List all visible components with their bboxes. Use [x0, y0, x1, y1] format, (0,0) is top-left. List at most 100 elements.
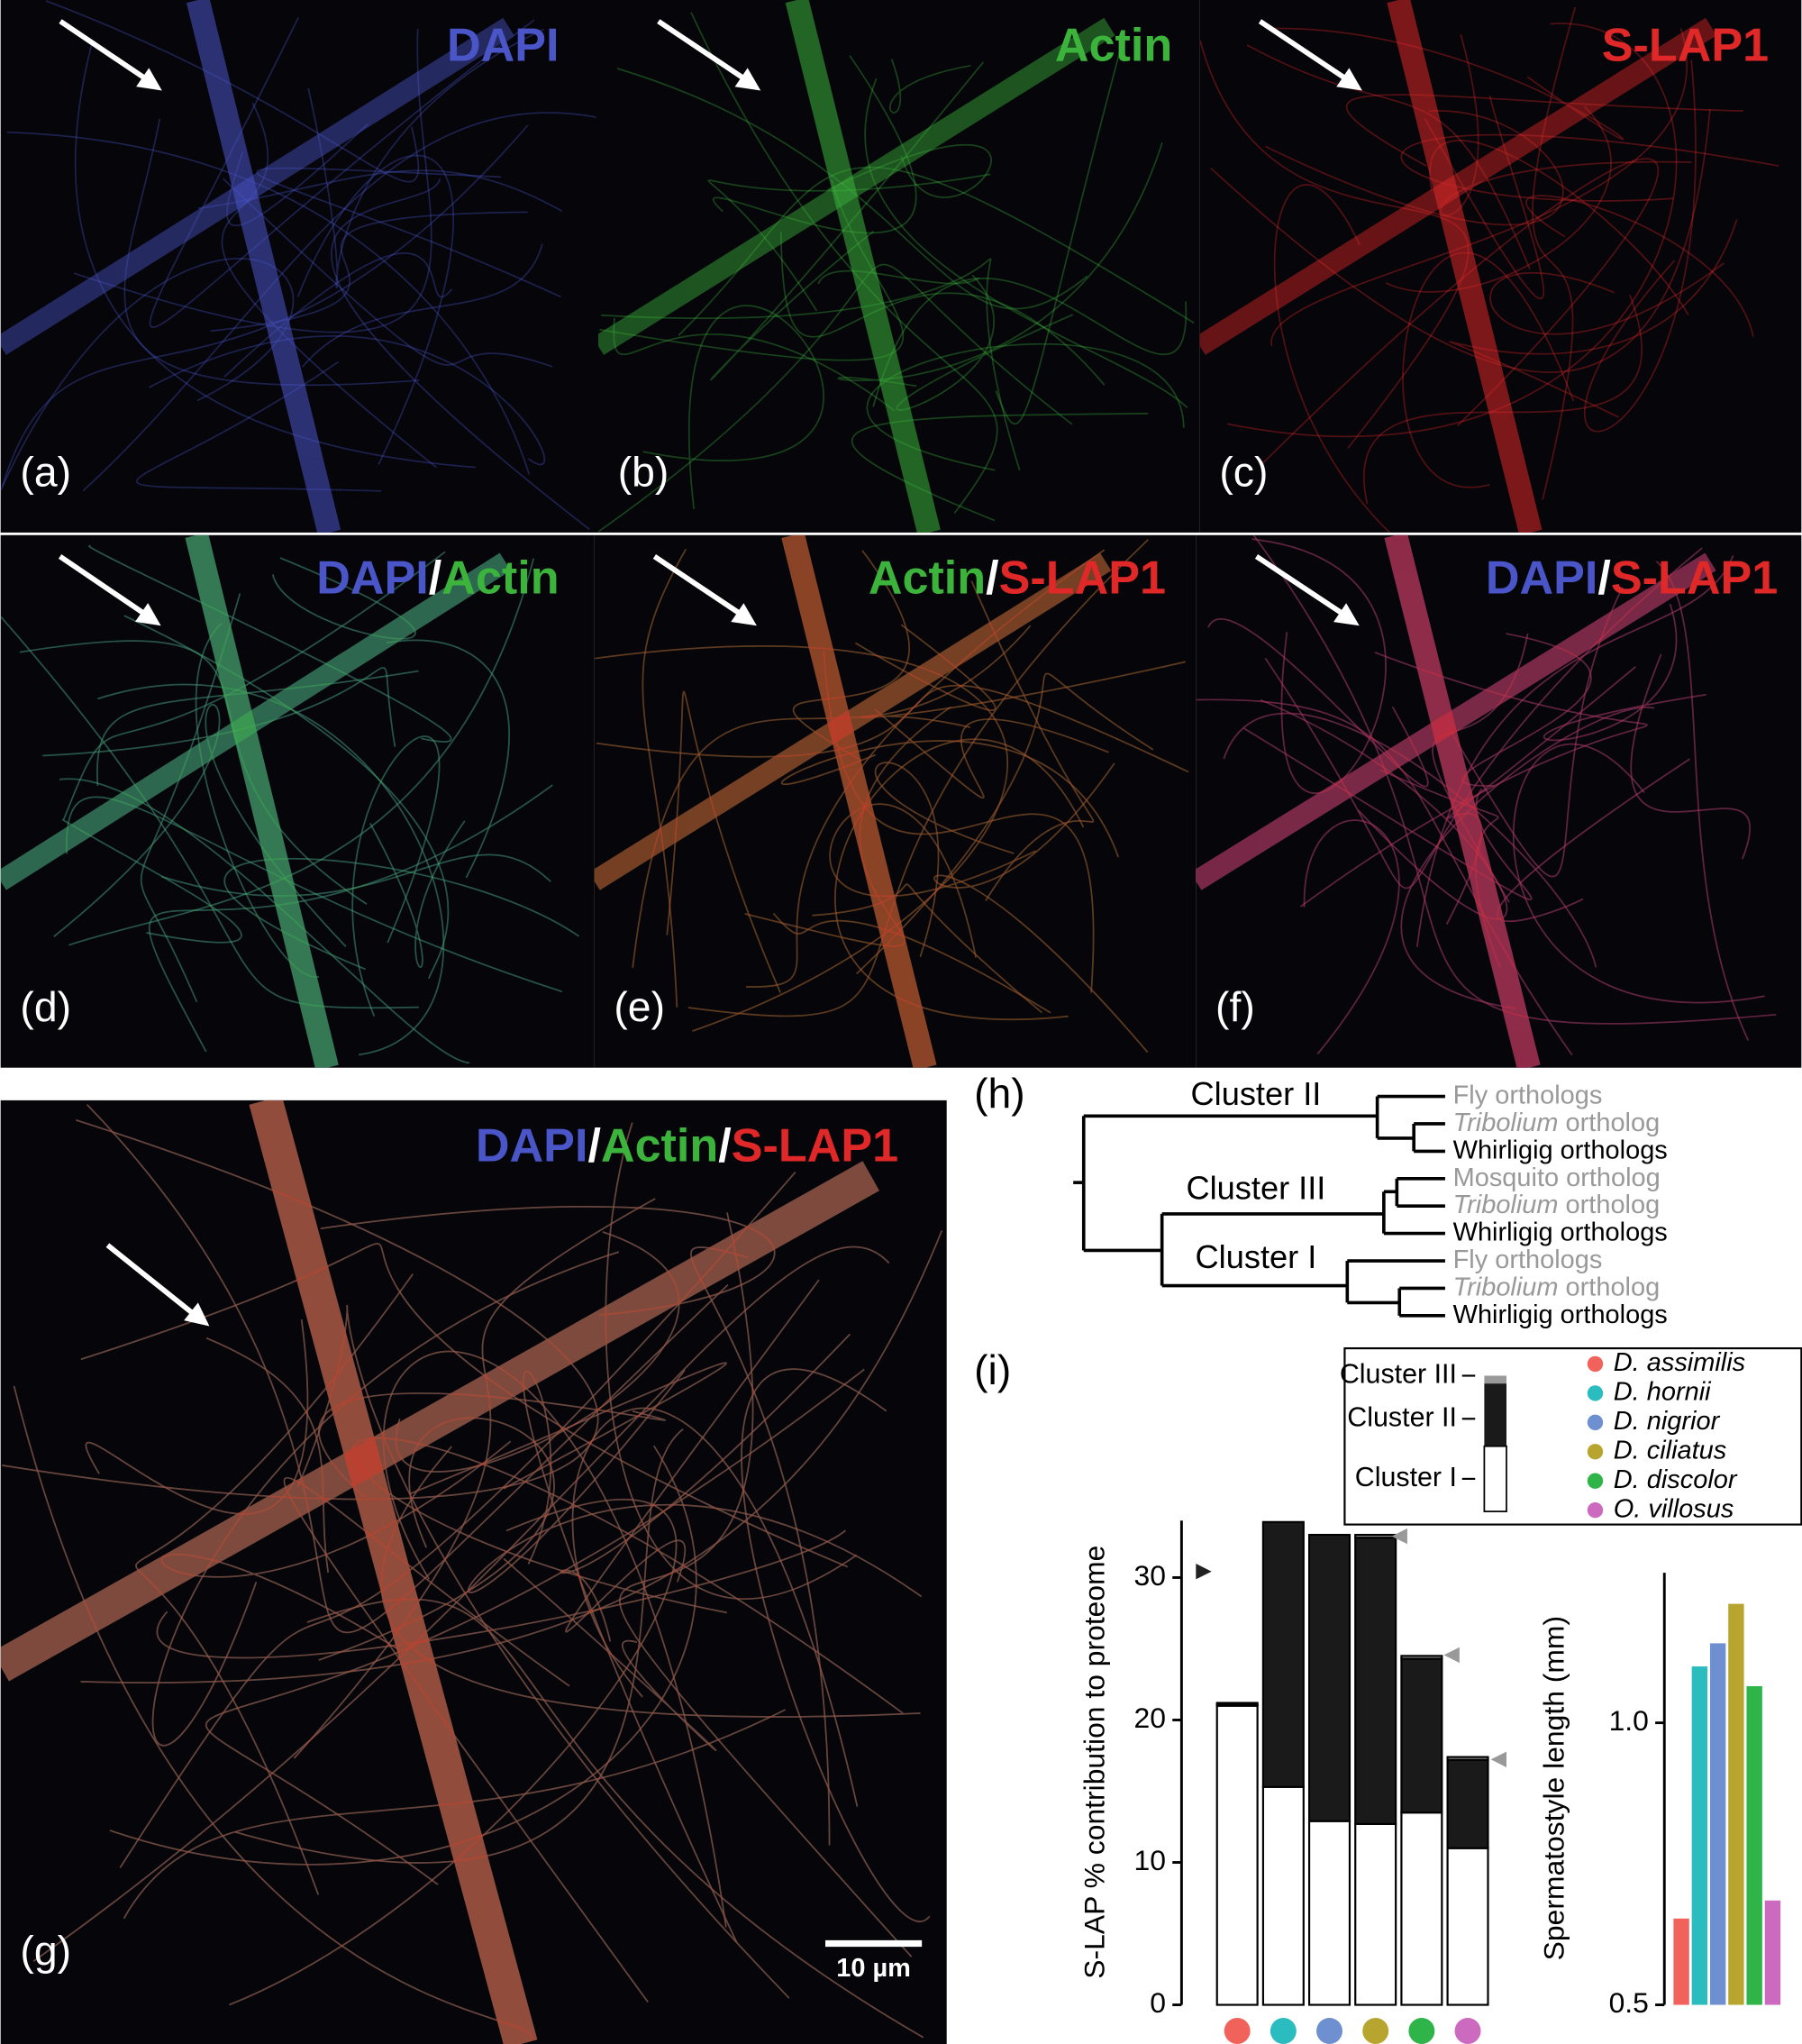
fiber — [560, 1333, 851, 1642]
fiber — [229, 1498, 678, 2006]
fiber — [32, 1246, 890, 1962]
fiber — [318, 1392, 666, 1498]
panel-title: DAPI/Actin — [316, 552, 559, 604]
fiber — [632, 625, 1032, 968]
bar-segment — [1354, 1533, 1397, 1539]
fiber — [642, 305, 824, 510]
fiber — [320, 1205, 776, 1316]
fiber-main — [249, 1100, 538, 2044]
category-dot — [1270, 2018, 1297, 2044]
leaf-label: Tribolium ortholog — [1453, 1109, 1661, 1137]
fiber — [1242, 727, 1533, 900]
arrow-shaft — [1254, 554, 1351, 620]
bar — [1691, 1666, 1708, 2005]
fiber — [156, 1529, 846, 1659]
fiber — [386, 639, 510, 879]
fiber-main — [1384, 534, 1541, 1068]
fiber — [503, 1557, 717, 1752]
fiber — [1532, 6, 1577, 500]
panel-title-part: / — [986, 552, 998, 604]
panel-label: (h) — [974, 1070, 1025, 1117]
fiber — [330, 178, 590, 531]
legend-box — [1343, 1346, 1802, 1526]
fiber — [318, 1417, 555, 1661]
bar-segment — [1261, 1785, 1305, 2006]
fiber — [119, 1172, 796, 1868]
fiber — [855, 624, 997, 711]
fiber — [565, 1279, 820, 1633]
fiber — [408, 1362, 727, 1495]
fiber — [161, 853, 551, 897]
fiber — [80, 1243, 849, 1568]
fiber — [135, 1273, 414, 1895]
fiber — [632, 625, 1032, 968]
panel-title-part: / — [429, 552, 441, 604]
pointer — [1196, 1564, 1212, 1580]
panel-title: DAPI — [447, 19, 560, 71]
panel-label: (c) — [1219, 448, 1268, 495]
fiber — [1400, 707, 1655, 1010]
fiber — [149, 16, 535, 328]
fiber — [140, 593, 241, 1003]
fiber — [68, 558, 535, 946]
fiber — [792, 550, 910, 762]
fiber — [619, 1212, 913, 1957]
y-tick-label: 0.5 — [1609, 1986, 1649, 2019]
bar-segment — [1400, 1811, 1443, 2006]
fiber — [1489, 262, 1725, 335]
leaf-label: Whirligig orthologs — [1453, 1136, 1668, 1164]
arrow-head — [134, 603, 161, 626]
fiber-band — [0, 1161, 879, 1682]
fiber — [1415, 555, 1734, 947]
micrograph: DAPI/S-LAP1 (f) — [1196, 534, 1802, 1068]
legend-dot — [1587, 1473, 1604, 1489]
arrow-head — [1336, 68, 1362, 91]
fiber — [1264, 547, 1703, 890]
legend-label: D. hornii — [1614, 1378, 1712, 1407]
fiber — [745, 549, 1106, 988]
fiber — [66, 796, 563, 993]
fiber — [619, 1212, 913, 1957]
fiber — [85, 1319, 309, 1515]
fiber — [1226, 23, 1678, 438]
micrograph: DAPI/Actin (d) — [0, 534, 595, 1068]
panel-title-part: S-LAP1 — [732, 1119, 898, 1172]
fiber — [616, 68, 1088, 310]
fiber — [690, 12, 998, 514]
fiber — [205, 1368, 865, 1885]
fiber — [467, 1369, 923, 1598]
leaf-text: Fly orthologs — [1453, 1246, 1603, 1274]
fiber-main — [781, 534, 937, 1068]
fiber — [148, 784, 553, 1053]
fiber — [148, 784, 553, 1053]
arrow-shaft — [652, 554, 748, 620]
fiber — [605, 1122, 858, 1600]
fiber — [995, 35, 1125, 425]
leaf-label: Tribolium ortholog — [1453, 1273, 1661, 1301]
legend-swatch — [1484, 1375, 1506, 1384]
panel-title-part: / — [718, 1119, 731, 1172]
fiber — [53, 704, 347, 947]
leaf-label: Whirligig orthologs — [1453, 1218, 1668, 1246]
leaf-text: ortholog — [1559, 1109, 1661, 1137]
bar-segment — [1446, 1756, 1489, 1761]
fiber — [1424, 96, 1545, 300]
fiber — [271, 557, 416, 640]
leaf-text: Whirligig orthologs — [1453, 1300, 1668, 1329]
fiber — [223, 178, 553, 368]
fiber — [970, 580, 1095, 901]
fiber — [161, 853, 551, 897]
fiber — [642, 548, 687, 1008]
fiber — [571, 1408, 859, 1807]
fiber — [596, 684, 1189, 773]
leaf-italic: Tribolium — [1453, 1109, 1559, 1137]
fiber — [42, 667, 396, 757]
fiber — [565, 1279, 820, 1633]
bar-segment — [1354, 1822, 1397, 2006]
legend-dot — [1587, 1414, 1604, 1431]
y-tick-label: 1.0 — [1609, 1704, 1649, 1737]
fiber — [109, 1445, 697, 1866]
fiber — [318, 1417, 555, 1661]
fiber — [970, 580, 1095, 901]
category-dot — [1224, 2018, 1251, 2044]
